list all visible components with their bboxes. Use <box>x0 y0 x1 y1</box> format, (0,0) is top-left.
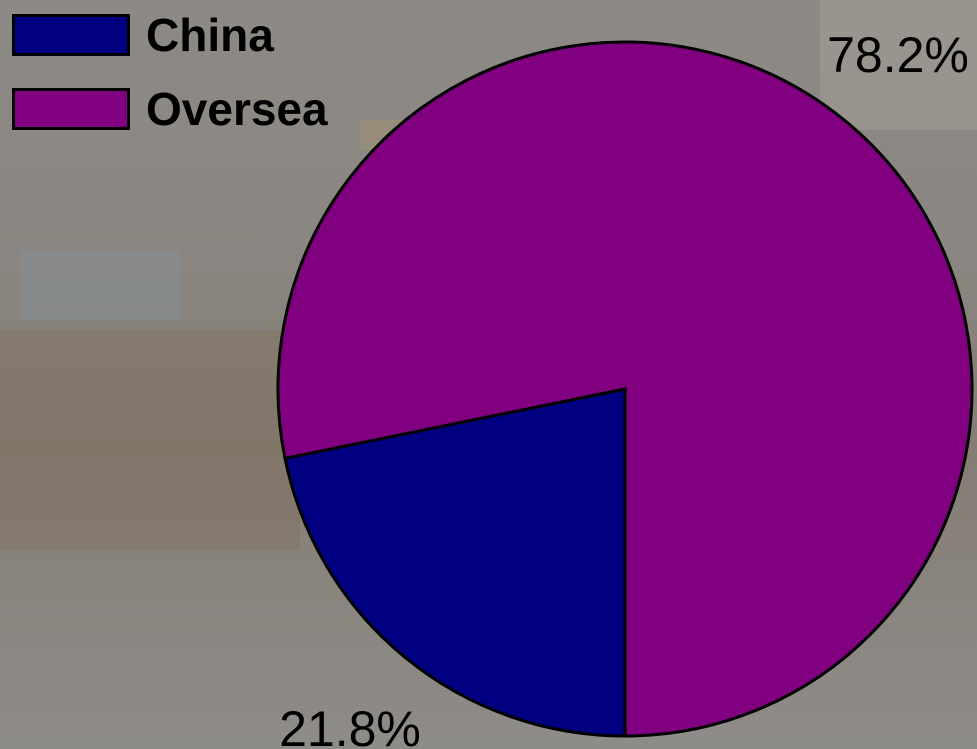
pie-labels: 21.8% 78.2% <box>279 27 969 749</box>
pie-label-china: 21.8% <box>279 701 421 749</box>
legend-swatch-oversea <box>12 88 130 130</box>
pie-label-oversea: 78.2% <box>827 27 969 83</box>
legend-label-oversea: Oversea <box>146 83 328 135</box>
legend-label-china: China <box>146 9 274 61</box>
legend-item-oversea: Oversea <box>12 80 328 138</box>
legend: China Oversea <box>12 6 328 154</box>
pie-slice-oversea <box>276 40 974 738</box>
legend-swatch-china <box>12 14 130 56</box>
pie-slice-china <box>283 387 627 738</box>
legend-item-china: China <box>12 6 328 64</box>
pie-slices <box>276 40 974 738</box>
